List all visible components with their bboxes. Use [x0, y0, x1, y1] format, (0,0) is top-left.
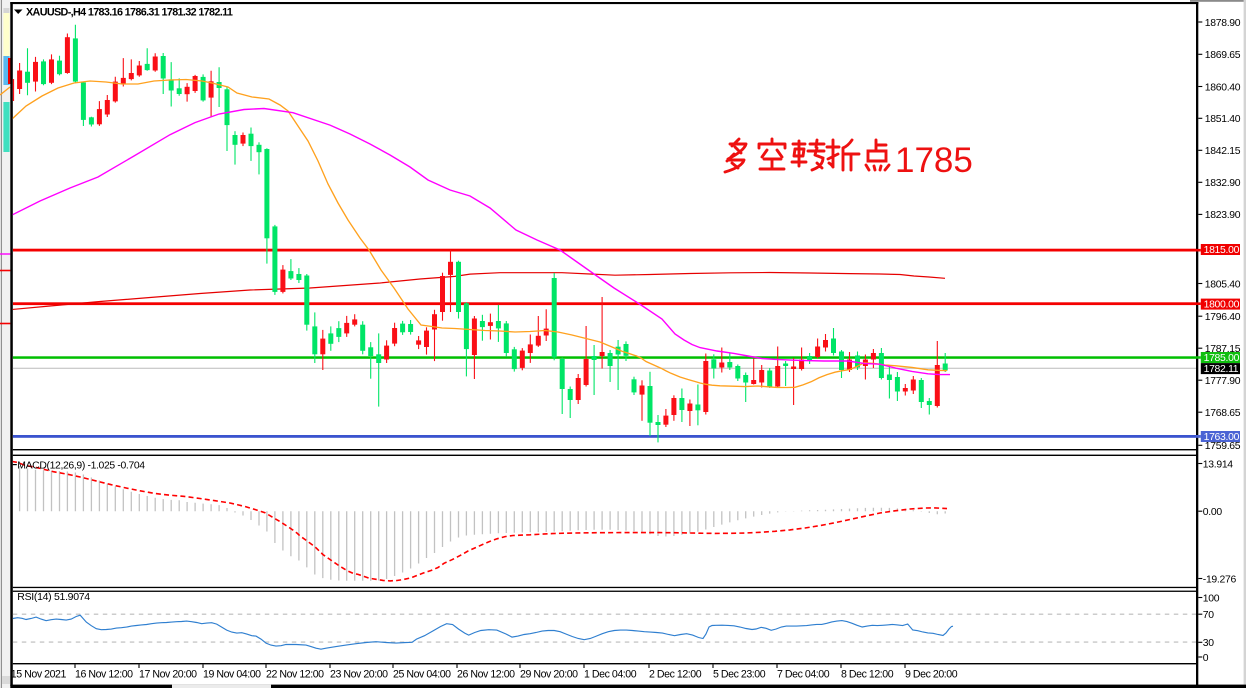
svg-text:1805.40: 1805.40	[1205, 279, 1241, 290]
svg-text:1796.40: 1796.40	[1205, 312, 1241, 323]
svg-text:1763.00: 1763.00	[1204, 432, 1240, 443]
svg-text:2 Dec 12:00: 2 Dec 12:00	[649, 669, 702, 681]
svg-text:1 Dec 04:00: 1 Dec 04:00	[584, 669, 637, 681]
svg-text:1768.65: 1768.65	[1205, 408, 1241, 419]
svg-text:-19.276: -19.276	[1203, 574, 1237, 585]
svg-text:100: 100	[1203, 593, 1220, 604]
svg-text:9 Dec 20:00: 9 Dec 20:00	[905, 669, 958, 681]
svg-text:16 Nov 12:00: 16 Nov 12:00	[75, 669, 133, 681]
svg-text:1878.90: 1878.90	[1205, 18, 1241, 29]
svg-text:7 Dec 04:00: 7 Dec 04:00	[777, 669, 830, 681]
svg-text:5 Dec 23:00: 5 Dec 23:00	[713, 669, 766, 681]
svg-text:13.914: 13.914	[1203, 459, 1234, 470]
svg-text:0: 0	[1203, 653, 1209, 664]
svg-text:1869.65: 1869.65	[1205, 50, 1241, 61]
svg-text:1759.65: 1759.65	[1205, 441, 1241, 452]
svg-text:25 Nov 04:00: 25 Nov 04:00	[393, 669, 451, 681]
svg-text:8 Dec 12:00: 8 Dec 12:00	[841, 669, 894, 681]
svg-text:15 Nov 2021: 15 Nov 2021	[11, 669, 67, 681]
svg-text:26 Nov 12:00: 26 Nov 12:00	[457, 669, 515, 681]
svg-text:23 Nov 20:00: 23 Nov 20:00	[330, 669, 388, 681]
svg-text:1800.00: 1800.00	[1204, 300, 1240, 311]
svg-text:1782.11: 1782.11	[1204, 364, 1239, 375]
svg-text:1823.90: 1823.90	[1205, 210, 1241, 221]
svg-text:1832.90: 1832.90	[1205, 178, 1241, 189]
svg-text:1815.00: 1815.00	[1204, 245, 1240, 256]
svg-text:MACD(12,26,9) -1.025 -0.704: MACD(12,26,9) -1.025 -0.704	[17, 460, 145, 471]
svg-text:1785: 1785	[895, 141, 973, 180]
svg-text:70: 70	[1203, 610, 1214, 621]
svg-text:1842.15: 1842.15	[1205, 146, 1241, 157]
svg-text:1860.40: 1860.40	[1205, 82, 1241, 93]
svg-text:19 Nov 04:00: 19 Nov 04:00	[203, 669, 261, 681]
svg-text:1777.90: 1777.90	[1205, 376, 1241, 387]
svg-text:1785.00: 1785.00	[1204, 353, 1240, 364]
svg-text:1851.40: 1851.40	[1205, 114, 1241, 125]
svg-text:30: 30	[1203, 638, 1214, 649]
svg-text:17 Nov 20:00: 17 Nov 20:00	[139, 669, 197, 681]
svg-text:1787.15: 1787.15	[1205, 344, 1241, 355]
svg-text:0.00: 0.00	[1203, 507, 1223, 518]
svg-text:22 Nov 12:00: 22 Nov 12:00	[266, 669, 324, 681]
svg-text:XAUUSD-,H4 1783.16 1786.31 17: XAUUSD-,H4 1783.16 1786.31 1781.32 1782.…	[26, 7, 233, 19]
svg-text:RSI(14) 51.9074: RSI(14) 51.9074	[17, 591, 90, 603]
svg-text:29 Nov 20:00: 29 Nov 20:00	[520, 669, 578, 681]
